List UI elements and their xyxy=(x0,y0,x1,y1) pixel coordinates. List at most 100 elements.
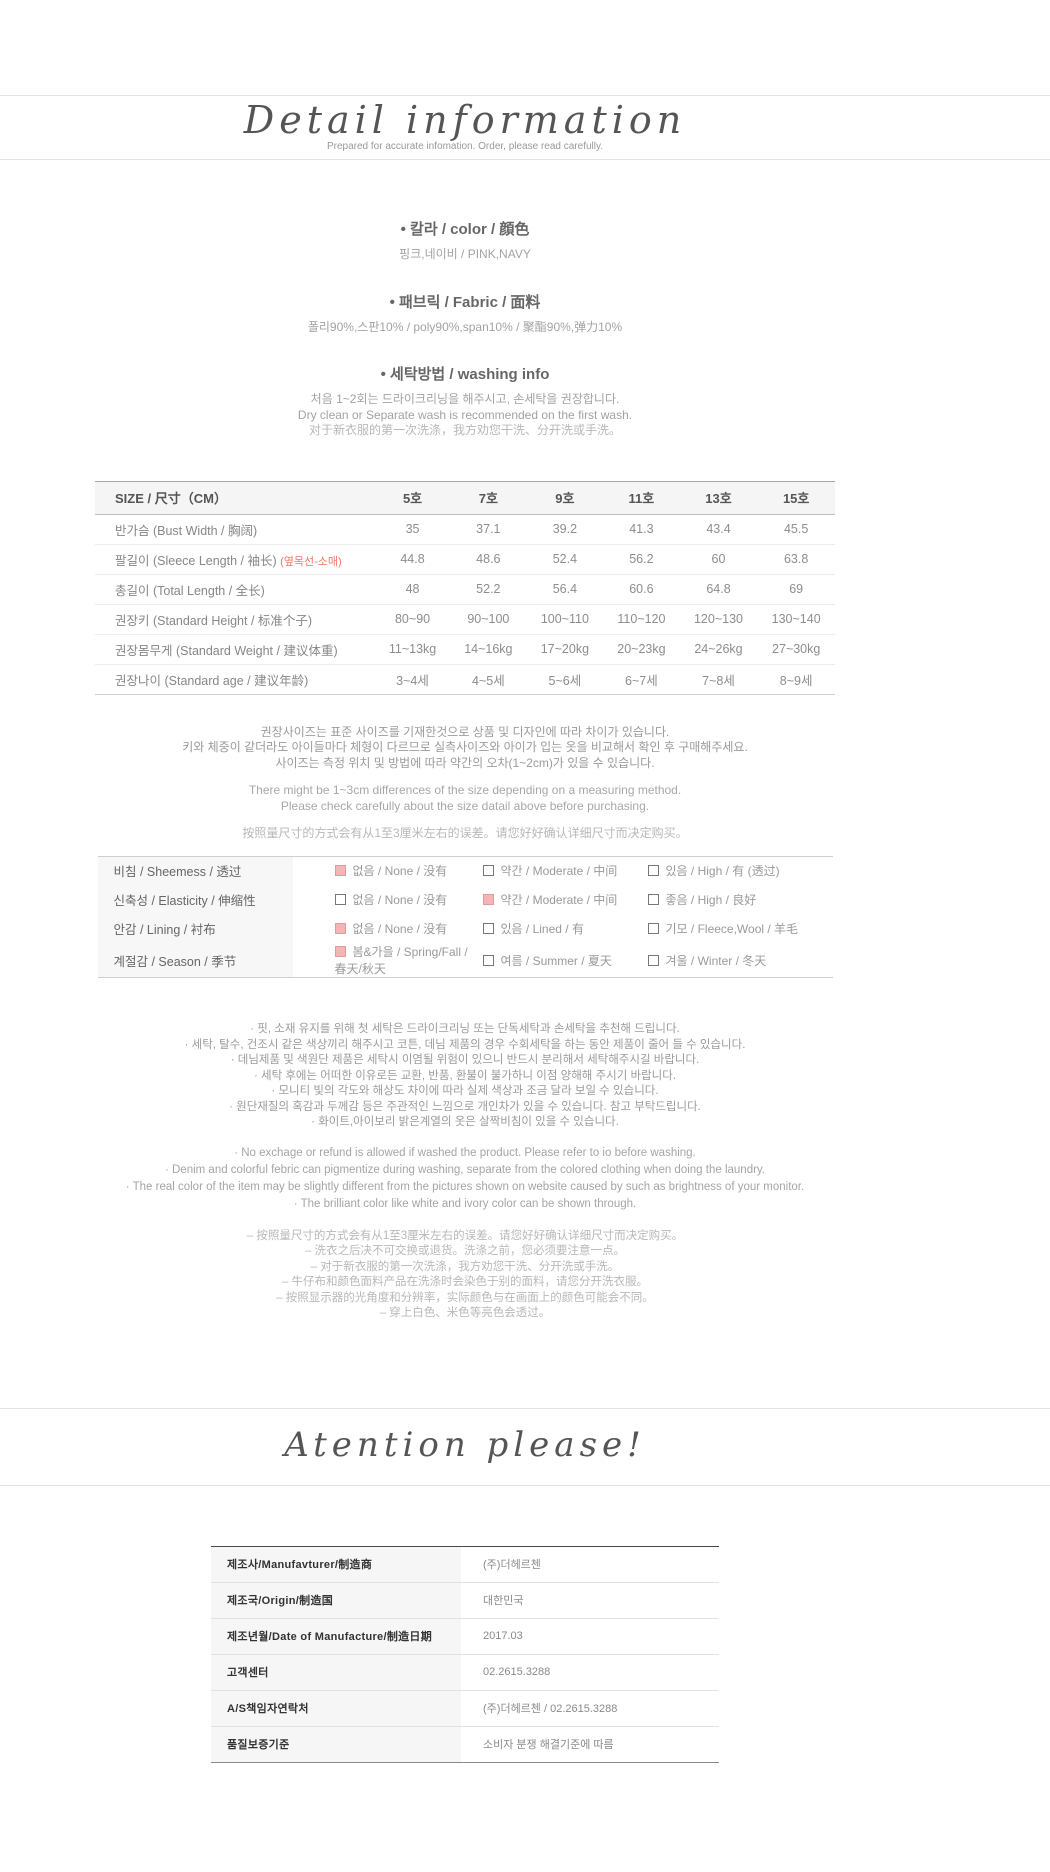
mfg-value: 소비자 분쟁 해결기준에 따름 xyxy=(483,1739,614,1751)
cell: 120~130 xyxy=(679,604,758,635)
table-row: 비침 / Sheemess / 透过 없음 / None / 没有 약간 / M… xyxy=(97,856,833,885)
cell: 48 xyxy=(375,574,451,605)
attr-label: 계절감 / Season / 季节 xyxy=(97,943,293,978)
checkbox-icon[interactable] xyxy=(334,946,346,957)
checkbox-icon[interactable] xyxy=(482,865,494,877)
checkbox-icon[interactable] xyxy=(482,923,494,934)
table-row: 총길이 (Total Length / 全长) 48 52.2 56.4 60.… xyxy=(95,574,835,605)
cell: 11~13kg xyxy=(375,634,451,665)
manufacturer-table: 제조사/Manufavturer/制造商 (주)더헤르첸 제조국/Origin/… xyxy=(211,1545,719,1763)
size-header-7: 7호 xyxy=(450,480,527,515)
attr-option: 봄&가을 / Spring/Fall / 春天/秋天 xyxy=(334,945,468,976)
care-note-kr: · 화이트,아이보리 밝은계열의 옷은 살짝비침이 있을 수 있습니다. xyxy=(311,1116,619,1128)
size-header-5: 5호 xyxy=(375,480,451,515)
washing-section: • 세탁방법 / washing info 처음 1~2회는 드라이크리닝을 해… xyxy=(0,363,930,439)
mfg-value: 2017.03 xyxy=(461,1618,719,1655)
cell: 7~8세 xyxy=(679,664,758,695)
fabric-section: • 패브릭 / Fabric / 面料 폴리90%,스판10% / poly90… xyxy=(0,291,930,336)
cell: 64.8 xyxy=(679,574,758,605)
checkbox-icon[interactable] xyxy=(334,894,346,905)
cell: 41.3 xyxy=(603,514,680,545)
washing-heading: • 세탁방법 / washing info xyxy=(380,366,550,383)
attr-option: 겨울 / Winter / 冬天 xyxy=(647,943,833,978)
attention-band: Atention please! xyxy=(0,1407,1050,1486)
table-row: 계절감 / Season / 季节 봄&가을 / Spring/Fall / 春… xyxy=(97,943,833,978)
row-label: 권장키 (Standard Height / 标准个子) xyxy=(95,604,375,635)
cell: 14~16kg xyxy=(450,634,527,665)
cell: 60 xyxy=(679,544,758,575)
table-row: 고객센터 02.2615.3288 xyxy=(211,1654,719,1691)
mfg-value: 대한민국 xyxy=(461,1582,719,1619)
cell: 69 xyxy=(757,574,835,605)
table-row: 권장나이 (Standard age / 建议年龄) 3~4세 4~5세 5~6… xyxy=(95,664,835,695)
cell: 24~26kg xyxy=(679,634,758,665)
checkbox-icon[interactable] xyxy=(647,865,659,877)
cell: 130~140 xyxy=(757,604,835,635)
cell: 27~30kg xyxy=(757,634,835,665)
size-header-11: 11호 xyxy=(603,480,680,515)
cell: 3~4세 xyxy=(375,664,451,695)
cell: 48.6 xyxy=(450,544,527,575)
size-note-en: There might be 1~3cm differences of the … xyxy=(248,783,682,797)
cell: 43.4 xyxy=(679,514,758,545)
color-section: • 칼라 / color / 顔色 핑크,네이비 / PINK,NAVY xyxy=(0,218,930,263)
attr-option: 기모 / Fleece,Wool / 羊毛 xyxy=(647,914,833,943)
row-label: 팔길이 (Sleece Length / 袖长) (옆목선-소매) xyxy=(95,544,375,575)
care-note-cn: – 按照量尺寸的方式会有从1至3厘米左右的误差。请您好好确认详细尺寸而决定购买。 xyxy=(246,1229,684,1242)
table-row: 제조사/Manufavturer/制造商 (주)더헤르첸 xyxy=(211,1546,719,1583)
care-note-cn: – 对于新衣服的第一次洗涤，我方劝您干洗、分开洗或手洗。 xyxy=(310,1260,620,1273)
care-note-en: · The brilliant color like white and ivo… xyxy=(293,1197,637,1210)
washing-line-kr: 처음 1~2회는 드라이크리닝을 해주시고, 손세탁을 권장합니다. xyxy=(310,392,620,406)
care-note-kr: · 세탁 후에는 어떠한 이유로든 교환, 반품, 환불이 불가하니 이점 양해… xyxy=(253,1069,677,1082)
checkbox-icon[interactable] xyxy=(647,894,659,905)
table-row: 반가슴 (Bust Width / 胸阔) 35 37.1 39.2 41.3 … xyxy=(95,514,835,545)
table-row: 제조년월/Date of Manufacture/制造日期 2017.03 xyxy=(211,1618,719,1655)
attr-label: 신축성 / Elasticity / 伸缩性 xyxy=(97,885,293,914)
checkbox-icon[interactable] xyxy=(482,954,494,966)
attribute-table: 비침 / Sheemess / 透过 없음 / None / 没有 약간 / M… xyxy=(97,855,833,978)
checkbox-icon[interactable] xyxy=(647,923,659,934)
care-note-cn: – 按照显示器的光角度和分辨率，实际颜色与在画面上的颜色可能会不同。 xyxy=(276,1291,654,1304)
attr-option: 약간 / Moderate / 中间 xyxy=(482,885,648,914)
cell: 5~6세 xyxy=(526,664,604,695)
table-row: A/S책임자연락처 (주)더헤르첸 / 02.2615.3288 xyxy=(211,1690,719,1727)
checkbox-icon[interactable] xyxy=(647,954,659,966)
attr-option: 여름 / Summer / 夏天 xyxy=(482,943,648,978)
mfg-value: (주)더헤르첸 / 02.2615.3288 xyxy=(461,1690,719,1727)
page-title: Detail information xyxy=(243,98,687,142)
mfg-label: 제조사/Manufavturer/制造商 xyxy=(211,1546,461,1583)
attr-option: 없음 / None / 没有 xyxy=(293,914,483,943)
checkbox-icon[interactable] xyxy=(334,865,346,877)
cell: 4~5세 xyxy=(450,664,527,695)
mfg-label: 제조년월/Date of Manufacture/制造日期 xyxy=(211,1618,461,1655)
size-header-label: SIZE / 尺寸（CM） xyxy=(95,480,375,515)
row-label-note: (옆목선-소매) xyxy=(280,555,342,568)
cell: 56.2 xyxy=(603,544,680,575)
table-row: 품질보증기준 소비자 분쟁 해결기준에 따름 xyxy=(211,1726,719,1762)
cell: 8~9세 xyxy=(757,664,835,695)
mfg-label: 제조국/Origin/制造国 xyxy=(211,1582,461,1619)
table-row: 권장몸무게 (Standard Weight / 建议体重) 11~13kg 1… xyxy=(95,634,835,665)
row-label: 반가슴 (Bust Width / 胸阔) xyxy=(95,514,375,545)
fabric-value: 폴리90%,스판10% / poly90%,span10% / 聚酯90%,弹力… xyxy=(307,319,623,334)
table-row: 팔길이 (Sleece Length / 袖长) (옆목선-소매) 44.8 4… xyxy=(95,544,835,575)
row-label: 총길이 (Total Length / 全长) xyxy=(95,574,375,605)
attr-option: 없음 / None / 没有 xyxy=(293,856,483,885)
attr-option: 있음 / High / 有 (透过) xyxy=(647,856,833,885)
checkbox-icon[interactable] xyxy=(482,894,494,905)
care-note-cn: – 牛仔布和颜色面料产品在洗涤时会染色于别的面料，请您分开洗衣服。 xyxy=(281,1276,649,1288)
attr-option: 약간 / Moderate / 中间 xyxy=(482,856,648,885)
row-label: 권장몸무게 (Standard Weight / 建议体重) xyxy=(95,634,375,665)
cell: 80~90 xyxy=(375,604,451,635)
checkbox-icon[interactable] xyxy=(334,923,346,934)
attr-option: 없음 / None / 没有 xyxy=(293,885,483,914)
table-row: 제조국/Origin/制造国 대한민국 xyxy=(211,1582,719,1619)
care-note-kr: · 데님제품 및 색원단 제품은 세탁시 이염될 위험이 있으니 반드시 분리해… xyxy=(230,1054,700,1066)
color-value: 핑크,네이비 / PINK,NAVY xyxy=(399,247,531,261)
care-note-kr: · 핏, 소재 유지를 위해 첫 세탁은 드라이크리닝 또는 단독세탁과 손세탁… xyxy=(250,1023,680,1035)
cell: 35 xyxy=(375,514,451,545)
size-note-kr: 사이즈는 측정 위치 및 방법에 따라 약간의 오차(1~2cm)가 있을 수 … xyxy=(275,755,655,770)
care-note-kr: · 세탁, 탈수, 건조시 같은 색상끼리 해주시고 코튼, 데님 제품의 경우… xyxy=(184,1038,746,1051)
size-note-kr: 권장사이즈는 표준 사이즈를 기재한것으로 상품 및 디자인에 따라 차이가 있… xyxy=(260,724,670,739)
size-note-kr: 키와 체중이 같더라도 아이들마다 체형이 다르므로 실측사이즈와 아이가 입는… xyxy=(182,740,748,754)
